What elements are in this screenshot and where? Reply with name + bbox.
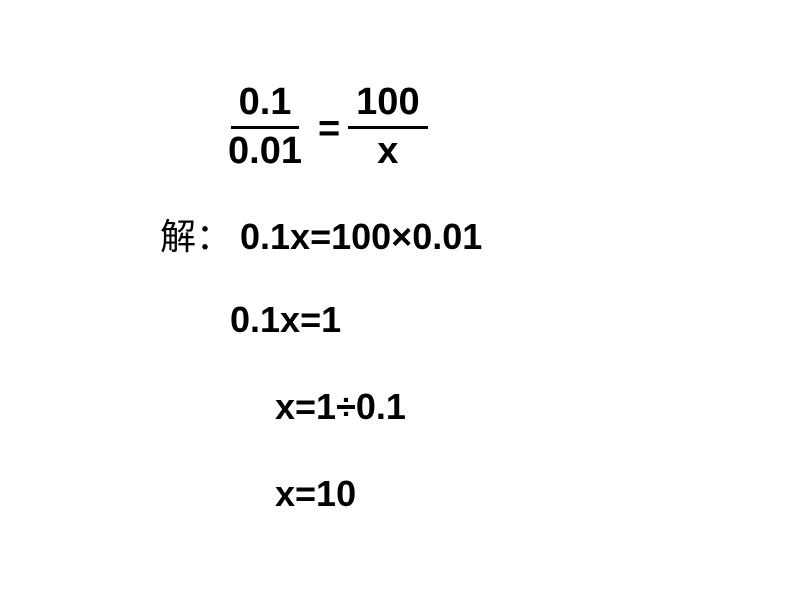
right-numerator: 100 — [348, 80, 427, 129]
step-3: x=1÷0.1 — [275, 384, 406, 431]
left-denominator: 0.01 — [220, 129, 310, 175]
step4-row: x=10 — [275, 471, 482, 518]
step3-row: x=1÷0.1 — [275, 384, 482, 431]
left-fraction: 0.1 0.01 — [220, 80, 310, 174]
right-fraction: 100 x — [348, 80, 427, 174]
equation: 0.1 0.01 = 100 x — [220, 80, 482, 174]
step-1: 0.1x=100×0.01 — [240, 214, 482, 261]
step-4: x=10 — [275, 471, 356, 518]
step-2: 0.1x=1 — [230, 297, 341, 344]
math-solution-container: 0.1 0.01 = 100 x 解： 0.1x=100×0.01 0.1x=1… — [160, 80, 482, 517]
right-denominator: x — [369, 129, 406, 175]
equals-sign: = — [318, 108, 340, 151]
left-numerator: 0.1 — [231, 80, 300, 129]
solution-label: 解： — [160, 208, 232, 260]
step1-row: 解： 0.1x=100×0.01 — [160, 208, 482, 261]
step2-row: 0.1x=1 — [230, 297, 482, 344]
